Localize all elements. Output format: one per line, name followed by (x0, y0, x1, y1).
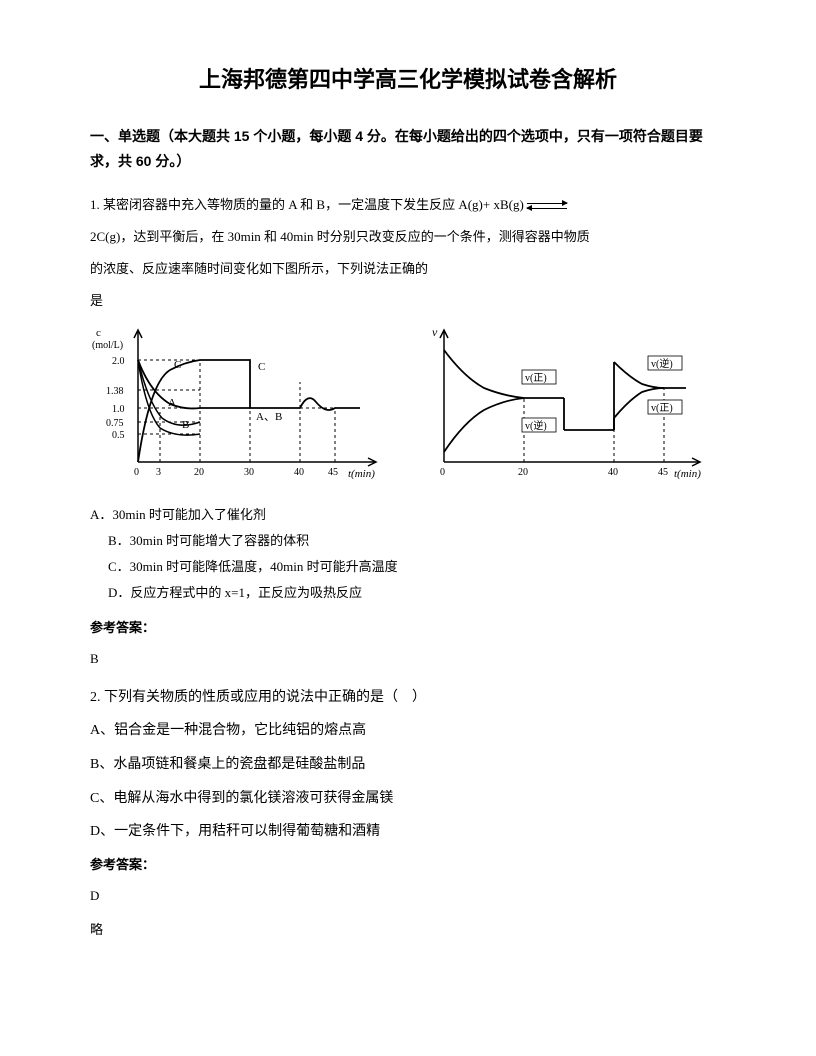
page-title: 上海邦德第四中学高三化学模拟试卷含解析 (90, 60, 726, 100)
g1-lbl-C1: C (174, 359, 181, 371)
q1-answer-label: 参考答案： (90, 616, 726, 639)
g2-xtick-45: 45 (658, 467, 668, 478)
graph-concentration: c (mol/L) 2.0 1.38 1.0 0.75 0.5 (90, 322, 390, 492)
g1-lbl-C2: C (258, 361, 265, 373)
q1-line1-text: 1. 某密闭容器中充入等物质的量的 A 和 B，一定温度下发生反应 A(g)+ … (90, 197, 527, 212)
g1-xtick-30: 30 (244, 467, 254, 478)
g1-ylabel-c: c (96, 327, 101, 339)
g1-ytick-1: 1.0 (112, 404, 125, 415)
q2-option-b: B、水晶项链和餐桌上的瓷盘都是硅酸盐制品 (90, 748, 726, 782)
g1-ytick-2: 2.0 (112, 356, 125, 367)
g2-xlabel: t(min) (674, 468, 701, 480)
q1-line3: 的浓度、反应速率随时间变化如下图所示，下列说法正确的 (90, 256, 726, 282)
g1-ytick-138: 1.38 (106, 386, 124, 397)
g1-xtick-0: 0 (134, 467, 139, 478)
g1-ytick-075: 0.75 (106, 418, 124, 429)
q1-graphs: c (mol/L) 2.0 1.38 1.0 0.75 0.5 (90, 322, 726, 492)
g2-xtick-20: 20 (518, 467, 528, 478)
q2-option-c: C、电解从海水中得到的氯化镁溶液可获得金属镁 (90, 782, 726, 816)
q2-answer: D (90, 884, 726, 907)
graph-rate: v v(正) v(逆) v(逆) v(正) (414, 322, 714, 492)
q1-line4: 是 (90, 288, 726, 314)
g2-lbl-vrev-1: v(逆) (525, 419, 547, 432)
g1-xtick-45: 45 (328, 467, 338, 478)
q1-stem: 1. 某密闭容器中充入等物质的量的 A 和 B，一定温度下发生反应 A(g)+ … (90, 192, 726, 218)
g2-lbl-vrev-2: v(正) (651, 403, 673, 414)
equilibrium-arrow-icon (527, 200, 567, 212)
q1-option-d: D．反应方程式中的 x=1，正反应为吸热反应 (90, 580, 726, 606)
q1-options: A．30min 时可能加入了催化剂 B．30min 时可能增大了容器的体积 C．… (90, 502, 726, 606)
g2-lbl-vfwd-2: v(逆) (651, 357, 673, 370)
q2-note: 略 (90, 918, 726, 941)
g2-xtick-40: 40 (608, 467, 618, 478)
g1-xtick-20: 20 (194, 467, 204, 478)
g1-ylabel-unit: (mol/L) (92, 340, 123, 351)
g1-ytick-05: 0.5 (112, 430, 125, 441)
q1-answer: B (90, 647, 726, 670)
q2-stem: 2. 下列有关物质的性质或应用的说法中正确的是（ ） (90, 681, 726, 715)
g1-xtick-3: 3 (156, 467, 161, 478)
g1-lbl-AB: A、B (256, 411, 282, 423)
g2-lbl-vfwd-1: v(正) (525, 373, 547, 384)
g1-lbl-B: B (182, 419, 189, 431)
g1-lbl-A: A (168, 397, 176, 409)
q1-option-c: C．30min 时可能降低温度，40min 时可能升高温度 (90, 554, 726, 580)
g2-ylabel: v (432, 325, 438, 339)
q2-option-d: D、一定条件下，用秸秆可以制得葡萄糖和酒精 (90, 815, 726, 849)
g2-xtick-0: 0 (440, 467, 445, 478)
q1-option-b: B．30min 时可能增大了容器的体积 (90, 528, 726, 554)
q2-option-a: A、铝合金是一种混合物，它比纯铝的熔点高 (90, 714, 726, 748)
g1-xtick-40: 40 (294, 467, 304, 478)
q1-line2: 2C(g)，达到平衡后，在 30min 和 40min 时分别只改变反应的一个条… (90, 224, 726, 250)
q2-answer-label: 参考答案： (90, 853, 726, 876)
q1-option-a: A．30min 时可能加入了催化剂 (90, 502, 726, 528)
g1-xlabel: t(min) (348, 468, 375, 480)
section-heading: 一、单选题（本大题共 15 个小题，每小题 4 分。在每小题给出的四个选项中，只… (90, 124, 726, 174)
